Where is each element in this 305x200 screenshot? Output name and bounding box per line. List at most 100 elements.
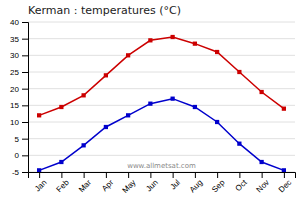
series-marker xyxy=(260,90,264,94)
y-tick: 25 xyxy=(10,68,28,77)
y-tick-mark xyxy=(22,172,28,173)
x-tick: Feb xyxy=(55,172,72,194)
x-tick: Apr xyxy=(100,172,115,193)
series-marker xyxy=(193,42,197,46)
x-tick-label: Jan xyxy=(33,178,48,193)
series-marker xyxy=(171,35,175,39)
x-tick-label: Sep xyxy=(210,178,227,195)
chart-svg: Kerman : temperatures (°C) -5 0 5 10 15 20 25 30… xyxy=(0,0,305,200)
y-axis-line xyxy=(22,23,29,173)
x-tick-mark xyxy=(39,172,40,178)
series-marker xyxy=(282,168,286,172)
y-tick-label: 20 xyxy=(10,85,19,94)
grid xyxy=(28,22,295,172)
x-tick: Nov xyxy=(255,172,271,194)
series-marker xyxy=(215,120,219,124)
marks xyxy=(37,35,286,172)
y-tick-mark xyxy=(22,105,28,106)
x-tick-label: Aug xyxy=(188,178,204,194)
series-marker xyxy=(126,113,130,117)
y-tick: 5 xyxy=(15,135,28,144)
x-tick-mark xyxy=(262,172,263,178)
x-tick-label: Jul xyxy=(168,178,182,192)
plot-area: -5 0 5 10 15 20 25 30 35 40 Jan Feb Mar Apr May Jun Jul A… xyxy=(10,18,295,195)
x-tick-mark xyxy=(106,172,107,178)
grid-line xyxy=(28,72,295,73)
x-tick-mark xyxy=(61,172,62,178)
y-tick: 35 xyxy=(10,35,28,44)
x-tick-label: Feb xyxy=(55,178,72,195)
x-tick-label: Apr xyxy=(100,178,115,193)
series-marker xyxy=(215,50,219,54)
x-tick: May xyxy=(120,172,137,195)
y-tick-mark xyxy=(22,39,28,40)
x-tick-mark xyxy=(173,172,174,178)
y-tick: -5 xyxy=(12,168,28,177)
series-marker xyxy=(237,142,241,146)
x-tick: Jun xyxy=(144,172,159,193)
y-tick: 0 xyxy=(15,151,28,160)
x-tick: Mar xyxy=(77,172,93,194)
series-marker xyxy=(37,168,41,172)
series-marker xyxy=(59,160,63,164)
x-tick: Jul xyxy=(168,172,182,192)
y-tick-mark xyxy=(22,139,28,140)
x-tick: Dec xyxy=(277,172,293,194)
y-tick-label: 15 xyxy=(10,101,19,110)
series-marker xyxy=(104,125,108,129)
series-marker xyxy=(82,143,86,147)
series-marker xyxy=(148,38,152,42)
x-tick-label: Dec xyxy=(277,178,293,194)
y-tick-mark xyxy=(22,22,28,23)
grid-line xyxy=(28,88,295,89)
y-tick-label: 35 xyxy=(10,35,19,44)
x-tick: Oct xyxy=(234,172,250,193)
x-tick-mark xyxy=(239,172,240,178)
x-tick-mark xyxy=(195,172,196,178)
y-tick-label: 10 xyxy=(10,118,19,127)
series-marker xyxy=(59,105,63,109)
series-marker xyxy=(37,113,41,117)
series-line xyxy=(39,99,284,171)
series-marker xyxy=(282,107,286,111)
grid-line xyxy=(28,138,295,139)
series-marker xyxy=(104,73,108,77)
y-axis: -5 0 5 10 15 20 25 30 35 40 xyxy=(10,18,28,177)
y-tick-mark xyxy=(22,72,28,73)
y-tick: 30 xyxy=(10,51,28,60)
chart-title: Kerman : temperatures (°C) xyxy=(28,4,181,17)
y-tick-mark xyxy=(22,55,28,56)
x-tick: Jan xyxy=(33,172,48,193)
series-marker xyxy=(171,97,175,101)
x-axis-line xyxy=(29,173,296,179)
series-marker xyxy=(237,70,241,74)
chart-container: Kerman : temperatures (°C) -5 0 5 10 15 20 25 30… xyxy=(0,0,305,200)
grid-line xyxy=(28,105,295,106)
y-tick-label: 30 xyxy=(10,51,19,60)
y-tick-label: 40 xyxy=(10,18,19,27)
series xyxy=(37,97,286,172)
series xyxy=(37,35,286,118)
grid-line xyxy=(28,22,295,23)
y-tick: 15 xyxy=(10,101,28,110)
x-tick-mark xyxy=(128,172,129,178)
series-line xyxy=(39,37,284,115)
y-tick-mark xyxy=(22,122,28,123)
series-marker xyxy=(260,160,264,164)
y-tick-label: 0 xyxy=(15,151,20,160)
x-tick-mark xyxy=(217,172,218,178)
grid-line xyxy=(28,122,295,123)
x-axis: Jan Feb Mar Apr May Jun Jul Aug Sep Oct Nov Dec xyxy=(29,172,296,195)
x-tick-label: Mar xyxy=(77,178,93,194)
x-tick-mark xyxy=(284,172,285,178)
grid-line xyxy=(28,55,295,56)
x-tick-label: Oct xyxy=(234,177,250,193)
x-tick-mark xyxy=(150,172,151,178)
y-tick: 10 xyxy=(10,118,28,127)
y-tick-mark xyxy=(22,89,28,90)
x-tick: Sep xyxy=(210,172,227,194)
x-tick: Aug xyxy=(188,172,204,194)
x-tick-label: May xyxy=(120,178,137,195)
series-marker xyxy=(126,53,130,57)
y-tick-label: 5 xyxy=(15,135,20,144)
